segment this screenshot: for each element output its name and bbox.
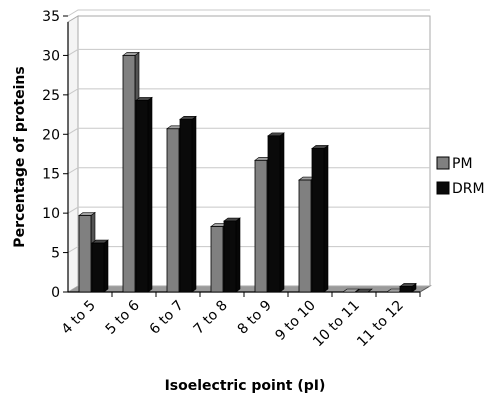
bar-drm-side bbox=[147, 96, 153, 293]
bar-drm-front bbox=[223, 220, 237, 293]
legend-swatch-drm bbox=[436, 181, 450, 195]
y-tick-label: 20 bbox=[42, 127, 60, 143]
y-tick-label: 35 bbox=[42, 9, 60, 25]
chart-floor bbox=[66, 285, 432, 293]
x-tick-label: 6 to 7 bbox=[147, 298, 187, 338]
bar-drm-front bbox=[135, 99, 149, 293]
x-tick-label: 4 to 5 bbox=[59, 298, 99, 338]
bar-drm-side bbox=[103, 239, 109, 293]
bar-pm-top bbox=[342, 288, 360, 293]
bar-pm-front bbox=[298, 179, 312, 293]
legend-item-drm: DRM bbox=[436, 181, 485, 197]
bar-pm-front bbox=[78, 215, 92, 293]
bar-drm-2 bbox=[179, 115, 197, 293]
bar-drm-side bbox=[191, 115, 197, 293]
bar-drm-side bbox=[323, 144, 329, 293]
x-tick-label: 11 to 12 bbox=[354, 298, 407, 351]
bar-pm-6 bbox=[342, 288, 360, 293]
bar-drm-side bbox=[279, 132, 285, 293]
bar-drm-front bbox=[267, 135, 281, 293]
y-gridline bbox=[67, 88, 430, 96]
bar-drm-0 bbox=[91, 239, 109, 293]
bar-pm-front bbox=[122, 55, 136, 293]
y-tick-label: 10 bbox=[42, 206, 60, 222]
bar-drm-7 bbox=[399, 282, 417, 293]
y-tick-label: 30 bbox=[42, 48, 60, 64]
x-tick-label: 5 to 6 bbox=[103, 297, 143, 337]
x-tick-label: 8 to 9 bbox=[235, 298, 275, 338]
bar-drm-front bbox=[399, 286, 413, 293]
x-axis-title: Isoelectric point (pI) bbox=[165, 378, 326, 394]
y-gridline bbox=[67, 48, 430, 56]
legend-label-pm: PM bbox=[452, 156, 473, 172]
y-tick-label: 5 bbox=[51, 246, 60, 262]
y-tick-label: 15 bbox=[42, 167, 60, 183]
bar-drm-front bbox=[91, 242, 105, 293]
y-axis-title: Percentage of proteins bbox=[12, 66, 28, 247]
bar-drm-front bbox=[179, 118, 193, 293]
y-tick-label: 25 bbox=[42, 88, 60, 104]
bars-layer bbox=[78, 51, 417, 293]
y-tick-label: 0 bbox=[51, 285, 60, 301]
bar-drm-top bbox=[355, 288, 373, 293]
bar-drm-front bbox=[311, 148, 325, 293]
legend-label-drm: DRM bbox=[452, 181, 485, 197]
bar-drm-5 bbox=[311, 144, 329, 293]
bar-drm-1 bbox=[135, 96, 153, 293]
y-gridline bbox=[67, 127, 430, 135]
x-tick-label: 10 to 11 bbox=[310, 298, 363, 351]
legend-item-pm: PM bbox=[436, 156, 473, 172]
x-tick-label: 7 to 8 bbox=[191, 298, 231, 338]
bar-drm-6 bbox=[355, 288, 373, 293]
bar-drm-side bbox=[235, 217, 241, 293]
legend: PM DRM bbox=[436, 156, 485, 197]
legend-swatch-pm bbox=[436, 156, 450, 170]
grid-layer bbox=[66, 9, 432, 293]
y-gridline bbox=[67, 9, 430, 17]
bar-pm-front bbox=[210, 226, 224, 293]
chart-side-wall bbox=[67, 15, 79, 293]
bar-pm-front bbox=[166, 128, 180, 293]
bar-drm-4 bbox=[267, 132, 285, 293]
bar-drm-3 bbox=[223, 217, 241, 293]
bar-pm-front bbox=[254, 159, 268, 293]
